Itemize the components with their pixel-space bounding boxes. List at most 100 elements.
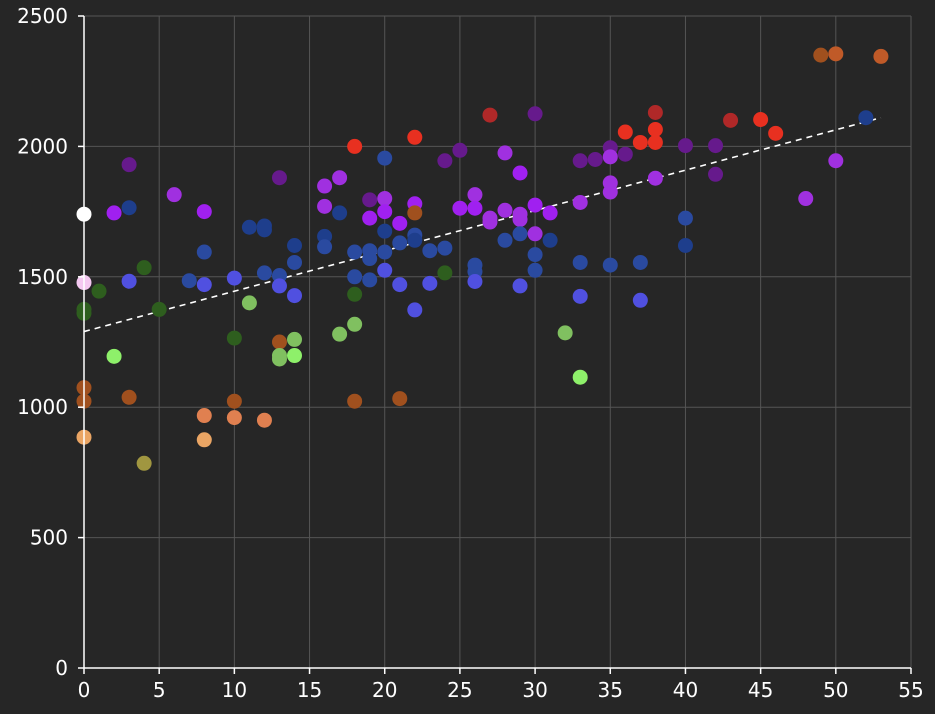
grid-lines <box>84 15 912 668</box>
scatter-point <box>287 288 303 304</box>
scatter-point <box>256 265 272 281</box>
scatter-point <box>91 283 107 299</box>
x-tick-label: 40 <box>673 678 698 702</box>
scatter-point <box>136 260 152 276</box>
scatter-point <box>677 210 693 226</box>
scatter-point <box>407 232 423 248</box>
scatter-point <box>241 219 257 235</box>
scatter-point <box>332 326 348 342</box>
scatter-point <box>271 351 287 367</box>
scatter-point <box>422 275 438 291</box>
scatter-point <box>347 286 363 302</box>
scatter-point <box>602 149 618 165</box>
scatter-point <box>226 270 242 286</box>
scatter-point <box>347 393 363 409</box>
trend-line-group <box>83 116 882 333</box>
axes <box>83 16 911 669</box>
scatter-point <box>256 222 272 238</box>
scatter-point <box>647 170 663 186</box>
scatter-point <box>452 200 468 216</box>
scatter-point <box>708 138 724 154</box>
scatter-point <box>392 277 408 293</box>
scatter-point <box>377 262 393 278</box>
scatter-point <box>347 244 363 260</box>
scatter-point <box>527 247 543 263</box>
scatter-point <box>271 170 287 186</box>
scatter-point <box>617 124 633 140</box>
scatter-point <box>437 153 453 169</box>
scatter-point <box>527 226 543 242</box>
scatter-point <box>422 243 438 259</box>
scatter-point <box>632 254 648 270</box>
scatter-point <box>377 191 393 207</box>
scatter-point <box>392 391 408 407</box>
scatter-point <box>392 235 408 251</box>
scatter-point <box>271 278 287 294</box>
scatter-point <box>677 238 693 254</box>
scatter-point <box>136 455 152 471</box>
scatter-point <box>527 106 543 122</box>
x-tick-label: 15 <box>297 678 322 702</box>
scatter-point <box>362 192 378 208</box>
scatter-point <box>798 191 814 207</box>
scatter-point <box>542 232 558 248</box>
x-tick-label: 30 <box>522 678 547 702</box>
scatter-point <box>557 325 573 341</box>
scatter-point <box>828 153 844 169</box>
scatter-point <box>317 198 333 214</box>
scatter-point <box>632 292 648 308</box>
scatter-point <box>256 412 272 428</box>
scatter-point <box>858 110 874 126</box>
scatter-point <box>497 145 513 161</box>
scatter-point <box>873 48 889 64</box>
y-tick-label: 500 <box>30 526 68 550</box>
scatter-point <box>287 238 303 254</box>
scatter-point <box>407 302 423 318</box>
scatter-point <box>497 232 513 248</box>
scatter-point <box>572 288 588 304</box>
scatter-point <box>602 257 618 273</box>
scatter-point <box>512 165 528 181</box>
x-tick-label: 50 <box>823 678 848 702</box>
y-tick-label: 2500 <box>17 4 68 28</box>
scatter-point <box>602 184 618 200</box>
scatter-point <box>151 301 167 317</box>
scatter-point <box>287 348 303 364</box>
scatter-point <box>332 205 348 221</box>
scatter-point <box>467 273 483 289</box>
scatter-point <box>617 146 633 162</box>
scatter-point <box>121 273 137 289</box>
scatter-point <box>753 112 769 128</box>
y-tick-label: 2000 <box>17 134 68 158</box>
x-tick-label: 10 <box>222 678 247 702</box>
scatter-point <box>392 215 408 231</box>
scatter-point <box>813 47 829 63</box>
scatter-point <box>196 204 212 220</box>
scatter-point <box>362 210 378 226</box>
scatter-point <box>196 432 212 448</box>
scatter-point <box>482 107 498 123</box>
scatter-point <box>452 142 468 158</box>
scatter-point <box>437 240 453 256</box>
scatter-point <box>542 205 558 221</box>
scatter-point <box>467 200 483 216</box>
y-tick-label: 0 <box>55 656 68 680</box>
scatter-point <box>407 129 423 145</box>
x-tick-label: 55 <box>898 678 923 702</box>
scatter-point <box>377 150 393 166</box>
scatter-point <box>317 239 333 255</box>
scatter-point <box>572 153 588 169</box>
scatter-point <box>362 272 378 288</box>
x-tick-label: 35 <box>598 678 623 702</box>
scatter-point <box>572 194 588 210</box>
scatter-point <box>527 197 543 213</box>
scatter-point <box>317 178 333 194</box>
scatter-point <box>226 330 242 346</box>
scatter-point <box>271 334 287 350</box>
scatter-point <box>647 104 663 120</box>
scatter-point <box>181 273 197 289</box>
scatter-point <box>467 187 483 203</box>
scatter-point <box>377 244 393 260</box>
scatter-point <box>768 125 784 141</box>
